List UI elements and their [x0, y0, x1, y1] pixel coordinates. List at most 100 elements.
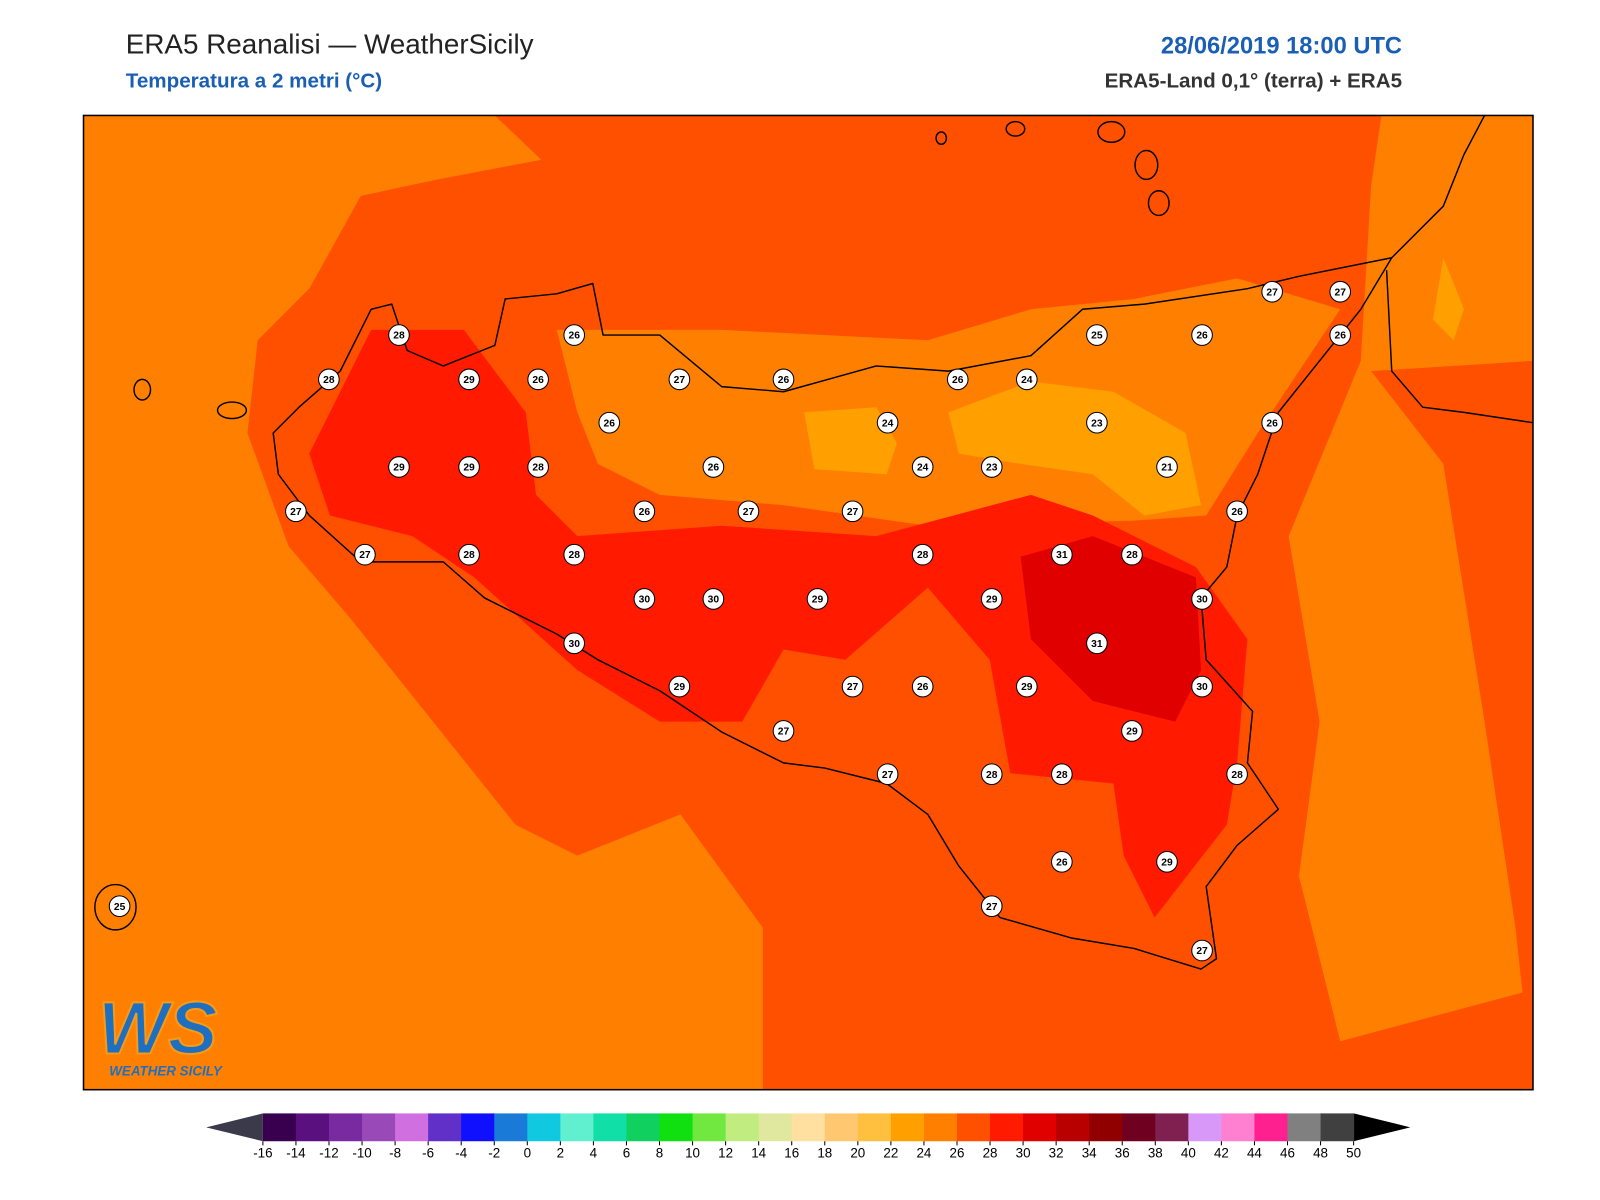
colorbar-label: 38 — [1148, 1146, 1163, 1161]
station-marker — [1156, 456, 1178, 478]
colorbar-label: 10 — [685, 1146, 700, 1161]
station-value: 30 — [568, 639, 580, 650]
station-value: 31 — [1056, 550, 1068, 561]
station-value: 24 — [882, 418, 894, 429]
colorbar-over — [1353, 1113, 1411, 1142]
colorbar-label: 40 — [1181, 1146, 1196, 1161]
station-value: 27 — [882, 770, 894, 781]
field-22 — [948, 381, 1202, 516]
station-value: 29 — [986, 595, 998, 606]
colorbar-label: 24 — [916, 1146, 931, 1161]
station-marker — [702, 588, 725, 610]
station-marker — [563, 632, 586, 655]
colorbar-label: 28 — [983, 1146, 998, 1161]
colorbar-box — [527, 1113, 561, 1142]
colorbar-label: -12 — [319, 1146, 338, 1161]
colorbar: -16 -14 -12 -10 -8 -6 -4 -2 0 2 4 6 8 10 12 14 16 18 20 22 2… — [206, 1113, 1411, 1161]
station-marker — [702, 456, 725, 478]
station-value: 26 — [639, 507, 651, 518]
station-value: 28 — [463, 550, 475, 561]
island — [1005, 120, 1026, 137]
station-marker — [737, 500, 760, 523]
station-value: 28 — [568, 550, 580, 561]
colorbar-label: -10 — [352, 1146, 371, 1161]
station-marker — [911, 543, 934, 566]
colorbar-label: 4 — [590, 1146, 598, 1161]
station-value: 30 — [708, 595, 720, 606]
station-value: 27 — [847, 682, 859, 693]
station-marker — [1086, 632, 1108, 655]
station-marker — [946, 368, 969, 391]
field-26 — [1371, 360, 1533, 1090]
colorbar-box — [1221, 1113, 1255, 1142]
station-marker — [458, 543, 480, 566]
station-value: 28 — [917, 550, 929, 561]
station-marker — [1191, 588, 1213, 610]
colorbar-label: 0 — [524, 1146, 531, 1161]
station-value: 28 — [1231, 770, 1243, 781]
colorbar-label: 18 — [817, 1146, 832, 1161]
station-marker — [1191, 324, 1213, 346]
station-marker — [772, 368, 795, 391]
station-value: 27 — [1334, 287, 1346, 298]
colorbar-label: 32 — [1049, 1146, 1064, 1161]
colorbar-box — [1056, 1113, 1090, 1142]
station-marker — [980, 456, 1003, 478]
colorbar-box — [461, 1113, 495, 1142]
station-value: 30 — [1196, 595, 1208, 606]
station-value: 29 — [674, 682, 686, 693]
island — [216, 401, 248, 420]
colorbar-box — [1254, 1113, 1289, 1142]
colorbar-label: -14 — [286, 1146, 306, 1161]
colorbar-box — [295, 1113, 330, 1142]
colorbar-label: 22 — [883, 1146, 898, 1161]
colorbar-box — [262, 1113, 297, 1142]
colorbar-label: 46 — [1280, 1146, 1295, 1161]
source: ERA5-Land 0,1° (terra) + ERA5 — [1105, 70, 1402, 93]
station-marker — [1051, 543, 1073, 566]
station-marker — [911, 675, 934, 698]
station-marker — [841, 500, 864, 523]
colorbar-box — [626, 1113, 661, 1142]
station-marker — [1329, 324, 1352, 346]
station-marker — [598, 411, 621, 434]
station-marker — [876, 411, 899, 434]
station-value: 28 — [393, 331, 405, 342]
station-value: 27 — [359, 550, 371, 561]
colorbar-label: 34 — [1082, 1146, 1097, 1161]
station-marker — [911, 456, 934, 478]
station-value: 26 — [952, 375, 964, 386]
station-marker — [772, 720, 795, 742]
station-marker — [388, 324, 410, 346]
station-value: 30 — [639, 595, 651, 606]
colorbar-label: 14 — [751, 1146, 766, 1161]
station-value: 23 — [1091, 418, 1103, 429]
station-value: 29 — [393, 463, 405, 474]
island — [133, 378, 152, 401]
station-marker — [458, 456, 480, 478]
colorbar-label: -2 — [488, 1146, 500, 1161]
colorbar-box — [560, 1113, 594, 1142]
island — [935, 131, 948, 146]
station-marker — [458, 368, 480, 391]
colorbar-box — [857, 1113, 892, 1142]
station-marker — [1051, 851, 1073, 873]
station-marker — [354, 543, 376, 566]
coastline — [272, 257, 1393, 970]
colorbar-box — [1155, 1113, 1189, 1142]
colorbar-box — [1122, 1113, 1156, 1142]
colorbar-label: -6 — [422, 1146, 434, 1161]
station-value: 29 — [1021, 682, 1033, 693]
colorbar-box — [1287, 1113, 1322, 1142]
field-22 — [1432, 257, 1464, 341]
station-marker — [108, 895, 131, 918]
station-value: 28 — [323, 375, 335, 386]
station-value: 26 — [1196, 331, 1208, 342]
station-value: 29 — [1126, 727, 1138, 738]
station-marker — [1261, 411, 1283, 434]
station-value: 25 — [1091, 331, 1103, 342]
station-value: 26 — [604, 418, 616, 429]
colorbar-box — [923, 1113, 958, 1142]
colorbar-box — [1188, 1113, 1222, 1142]
